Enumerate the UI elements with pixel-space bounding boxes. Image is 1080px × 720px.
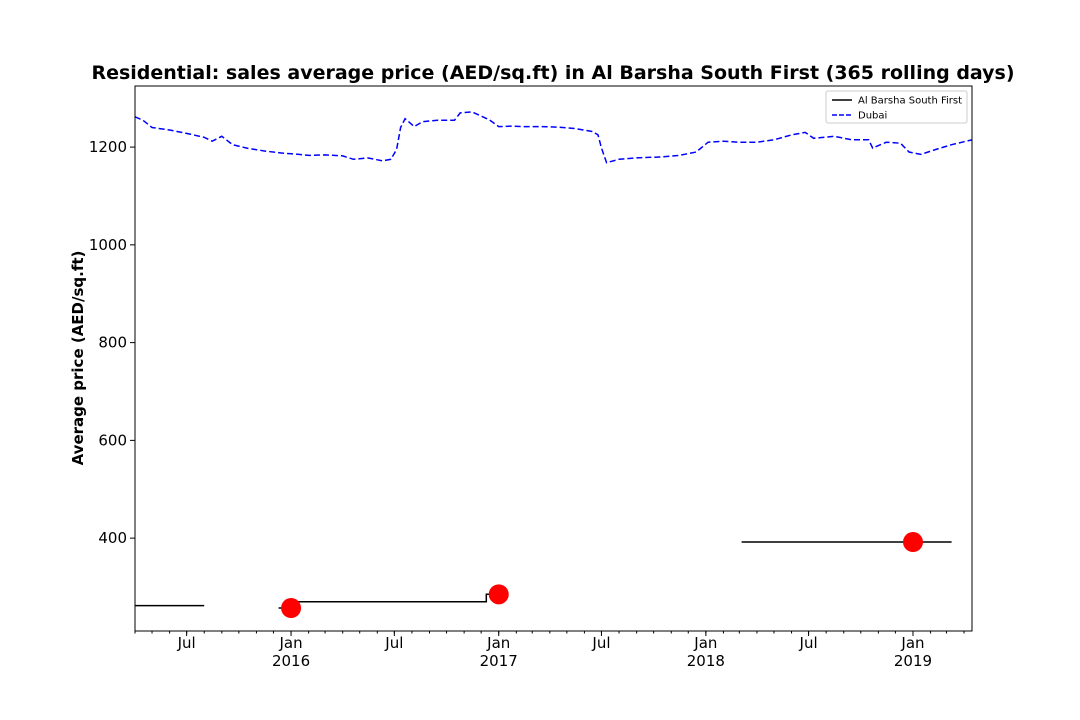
x-tick-year-label: 2017	[480, 652, 518, 670]
data-point-marker-2	[488, 584, 509, 605]
x-tick-label: Jul	[799, 634, 818, 652]
x-tick-label: Jan	[900, 634, 924, 652]
y-tick-label: 1000	[89, 236, 127, 254]
chart-title: Residential: sales average price (AED/sq…	[91, 62, 1014, 84]
y-tick-label: 400	[98, 529, 127, 547]
x-tick-label: Jul	[591, 634, 610, 652]
legend-label: Dubai	[858, 111, 887, 122]
series-line-1-segment-2	[278, 593, 499, 609]
series-line-2	[135, 111, 972, 164]
x-tick-year-label: 2019	[894, 652, 932, 670]
y-tick-label: 1200	[89, 138, 127, 156]
x-tick-label: Jan	[693, 634, 717, 652]
y-tick-label: 800	[98, 334, 127, 352]
x-tick-year-label: 2016	[272, 652, 310, 670]
legend: Al Barsha South First Dubai	[825, 90, 968, 124]
y-axis-label: Average price (AED/sq.ft)	[69, 251, 87, 466]
legend-box	[825, 90, 968, 124]
x-tick-label: Jul	[384, 634, 403, 652]
series-group	[135, 111, 972, 609]
x-tick-year-label: 2018	[687, 652, 725, 670]
x-tick-label: Jan	[486, 634, 510, 652]
legend-label: Al Barsha South First	[858, 96, 962, 107]
x-tick-label: Jul	[177, 634, 196, 652]
plot-area	[135, 111, 972, 619]
x-tick-label: Jan	[278, 634, 302, 652]
data-point-marker-3	[902, 532, 923, 553]
data-point-marker-1	[281, 598, 302, 619]
plot-frame	[134, 85, 973, 632]
y-tick-label: 600	[98, 431, 127, 449]
